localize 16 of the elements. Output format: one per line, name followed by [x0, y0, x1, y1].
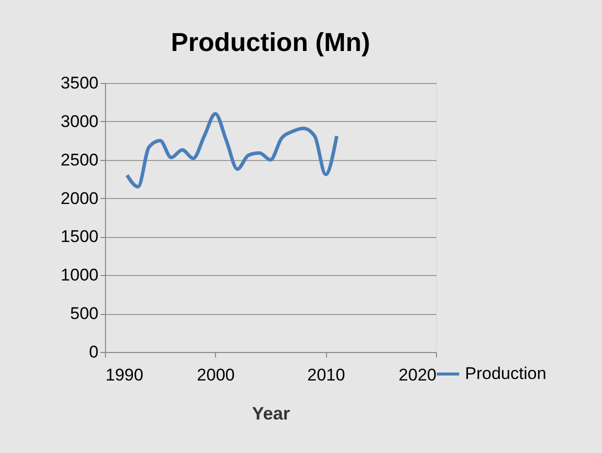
y-tick-label: 2000 — [60, 188, 98, 208]
x-tick-label: 2000 — [196, 366, 235, 384]
x-tick-label: 2010 — [307, 366, 346, 384]
y-tick-label: 1000 — [60, 266, 98, 285]
line-series — [125, 112, 338, 189]
y-tick-label: 3500 — [60, 74, 98, 92]
y-tick-label: 500 — [70, 304, 98, 324]
legend-label: Production — [465, 364, 546, 383]
y-tick-label: 1500 — [60, 227, 98, 246]
y-tick-label: 3000 — [60, 112, 98, 131]
y-tick-label: 0 — [89, 342, 98, 362]
x-tick-label: 2020 — [398, 366, 436, 384]
chart-title: Production (Mn) — [170, 27, 370, 57]
x-tick-label: 1990 — [106, 366, 144, 384]
x-axis-title: Year — [252, 404, 290, 424]
y-tick-label: 2500 — [60, 150, 98, 170]
